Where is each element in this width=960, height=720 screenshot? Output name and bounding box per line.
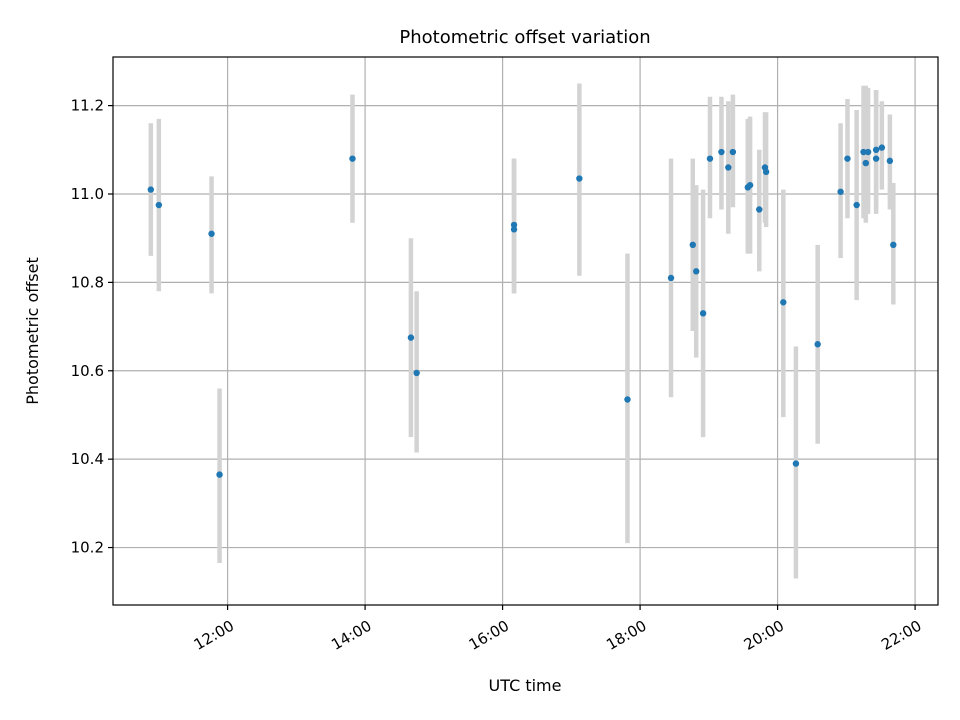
data-point [878, 144, 886, 151]
data-point [510, 226, 518, 233]
data-point [746, 181, 754, 189]
data-point [693, 268, 700, 275]
data-point [864, 148, 872, 156]
data-point [860, 148, 867, 156]
data-point [837, 188, 844, 195]
y-tick-label: 11.2 [71, 97, 104, 115]
data-point [814, 341, 821, 348]
data-point [886, 157, 894, 165]
chart-title: Photometric offset variation [399, 27, 650, 48]
data-point [762, 168, 770, 176]
data-point [413, 369, 420, 377]
data-point [576, 175, 583, 182]
y-axis-label: Photometric offset [23, 257, 42, 405]
data-point [407, 334, 415, 341]
data-point [689, 241, 696, 249]
data-point [155, 201, 163, 209]
data-point [147, 186, 155, 193]
data-point [699, 310, 707, 317]
data-point [872, 155, 880, 162]
data-point [706, 155, 714, 162]
data-point [624, 396, 631, 403]
x-axis-label: UTC time [489, 676, 562, 695]
y-tick-label: 10.2 [71, 539, 104, 557]
data-point [862, 159, 870, 167]
grid [113, 57, 938, 605]
data-point [853, 201, 860, 209]
data-point [725, 164, 732, 171]
data-point [792, 460, 800, 467]
data-point [729, 148, 737, 156]
data-point [844, 155, 851, 162]
data-point [890, 241, 897, 249]
data-point [780, 299, 787, 306]
y-tick-label: 10.6 [71, 362, 104, 380]
plot-frame [112, 56, 939, 606]
y-tick-label: 10.4 [71, 450, 104, 468]
data-points [147, 144, 897, 478]
data-point [718, 148, 725, 156]
data-point [667, 274, 675, 282]
data-point [349, 155, 356, 162]
data-point [216, 471, 223, 478]
data-point [510, 221, 518, 229]
y-tick-label: 10.8 [71, 273, 104, 291]
y-tick-label: 11.0 [71, 185, 104, 203]
data-point [872, 146, 880, 154]
data-point [208, 230, 215, 237]
data-point [756, 206, 763, 213]
